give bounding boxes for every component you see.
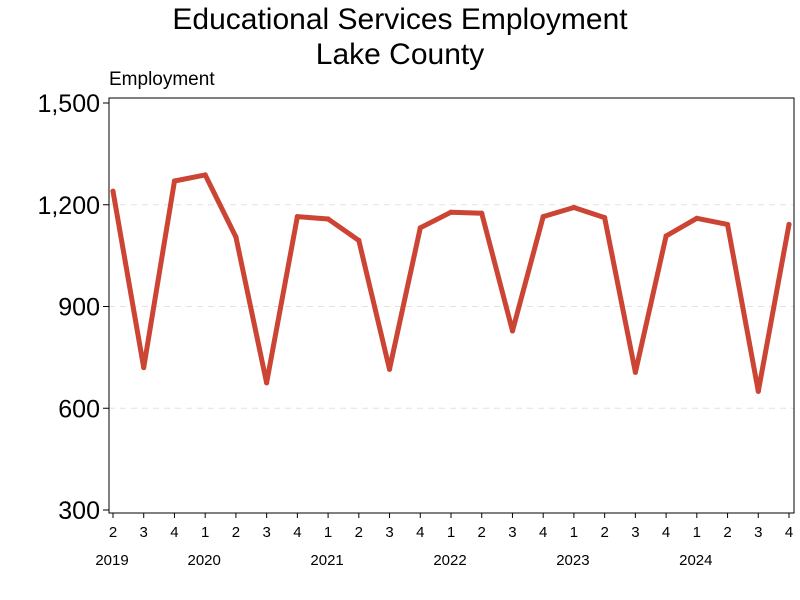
data-point: [632, 369, 638, 375]
data-point: [540, 214, 546, 220]
data-point: [417, 225, 423, 231]
y-tick-label: 600: [58, 395, 100, 423]
data-point: [509, 328, 516, 334]
x-tick-label-quarter: 3: [508, 524, 516, 541]
chart-subtitle-line: Lake County: [315, 38, 485, 71]
x-tick-label-quarter: 4: [785, 524, 793, 541]
y-axis-title: Employment: [109, 69, 215, 90]
data-point: [479, 210, 485, 216]
x-tick-label-quarter: 4: [416, 524, 424, 541]
x-tick-label-year: 2022: [433, 552, 466, 569]
plot-frame: [108, 97, 795, 514]
data-point: [141, 364, 147, 371]
x-tick-label-quarter: 3: [754, 524, 762, 541]
x-tick-label-quarter: 1: [570, 524, 578, 541]
x-tick-label-quarter: 2: [600, 524, 608, 541]
x-tick-label-quarter: 3: [262, 524, 270, 541]
y-tick-label: 1,500: [37, 90, 100, 118]
x-tick-label-quarter: 1: [693, 524, 701, 541]
x-tick-label-quarter: 2: [232, 524, 240, 541]
x-tick-label-quarter: 1: [324, 524, 332, 541]
x-tick-label-quarter: 4: [662, 524, 670, 541]
y-axis: 300 600 900 1,200 1,500: [37, 90, 109, 525]
data-point: [571, 204, 577, 211]
data-point: [233, 234, 239, 240]
chart-title: Educational Services Employment Lake Cou…: [0, 2, 800, 72]
x-tick-label-year: 2020: [187, 552, 220, 569]
x-tick-label-quarter: 2: [478, 524, 486, 541]
data-point: [386, 366, 393, 372]
x-tick-label-quarter: 4: [539, 524, 547, 541]
data-point: [724, 221, 731, 228]
x-tick-label-quarter: 4: [170, 524, 178, 541]
data-point: [264, 380, 270, 386]
y-tick-label: 300: [58, 497, 100, 525]
y-tick-label: 900: [58, 294, 100, 322]
series-group: [110, 172, 792, 394]
data-point: [356, 237, 362, 243]
data-point: [602, 215, 608, 221]
x-tick-label-quarter: 2: [723, 524, 731, 541]
x-tick-label-quarter: 3: [140, 524, 148, 541]
series-line: [110, 172, 792, 394]
data-point: [171, 178, 178, 184]
x-tick-label-year: 2023: [556, 552, 589, 569]
data-point: [110, 188, 116, 194]
data-point: [786, 221, 792, 228]
x-tick-label-year: 2019: [95, 552, 128, 569]
chart-title-line: Educational Services Employment: [172, 3, 628, 36]
x-tick-label-quarter: 2: [355, 524, 363, 541]
x-tick-label-quarter: 1: [447, 524, 455, 541]
x-tick-label-quarter: 3: [631, 524, 639, 541]
x-tick-label-quarter: 3: [385, 524, 393, 541]
data-point: [663, 233, 669, 239]
x-tick-label-year: 2024: [679, 552, 712, 569]
x-tick-label-quarter: 4: [293, 524, 301, 541]
x-tick-label-quarter: 2: [109, 524, 117, 541]
y-tick-label: 1,200: [37, 192, 100, 220]
gridlines: [109, 204, 794, 409]
x-axis: 2 3 4 1 2 3 4 1 2 3 4 1 2 3 4 1 2 3 4 1 2 3 4 2019 2020 2021 2022 2…: [95, 513, 793, 569]
x-tick-label-year: 2021: [310, 552, 343, 569]
x-tick-label-quarter: 1: [201, 524, 209, 541]
data-point: [694, 215, 700, 221]
data-point: [448, 209, 454, 215]
data-point: [294, 214, 300, 220]
data-point: [325, 216, 331, 222]
data-point: [755, 388, 761, 394]
data-point: [202, 172, 208, 178]
